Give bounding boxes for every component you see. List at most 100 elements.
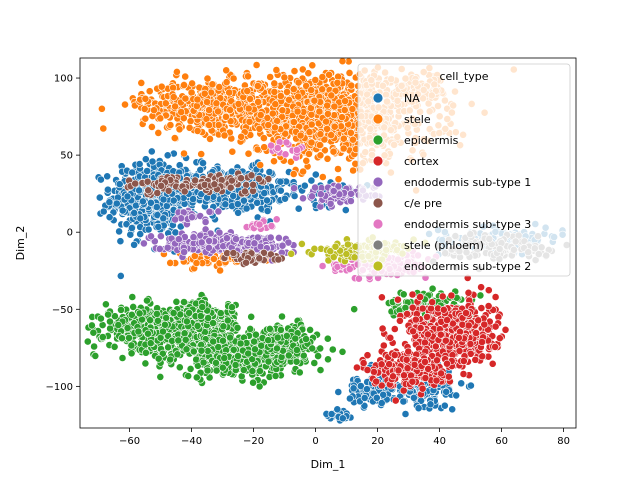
data-point: [318, 73, 327, 81]
data-point: [307, 120, 316, 129]
data-point: [276, 186, 285, 195]
data-point: [180, 81, 188, 89]
data-point: [203, 74, 212, 83]
data-point: [264, 336, 273, 345]
data-point: [153, 316, 162, 325]
data-point: [416, 293, 424, 301]
data-point: [253, 145, 262, 154]
data-point: [329, 147, 338, 156]
data-point: [212, 99, 221, 108]
data-point: [192, 373, 201, 382]
data-point: [141, 114, 150, 123]
data-point: [346, 128, 355, 137]
data-point: [146, 339, 155, 348]
data-point: [484, 302, 493, 310]
data-point: [426, 400, 435, 409]
data-point: [270, 79, 279, 88]
data-point: [249, 378, 257, 387]
data-point: [340, 106, 349, 114]
data-point: [338, 57, 347, 66]
data-point: [452, 391, 461, 400]
data-point: [203, 98, 211, 106]
data-point: [185, 308, 193, 317]
data-point: [198, 303, 207, 311]
data-point: [160, 320, 169, 329]
data-point: [276, 92, 285, 100]
data-point: [229, 74, 238, 83]
data-point: [106, 324, 114, 333]
data-point: [338, 113, 346, 122]
data-point: [116, 237, 125, 246]
data-point: [209, 319, 217, 327]
data-point: [102, 300, 110, 309]
data-point: [175, 363, 184, 372]
data-point: [280, 73, 289, 82]
data-point: [164, 343, 172, 352]
data-point: [438, 292, 447, 301]
data-point: [264, 121, 273, 129]
data-point: [162, 202, 171, 210]
data-point: [118, 206, 127, 215]
data-point: [115, 227, 123, 236]
data-point: [99, 124, 108, 133]
data-point: [379, 390, 388, 399]
data-point: [181, 72, 190, 81]
data-point: [150, 106, 158, 115]
data-point: [193, 321, 202, 330]
data-point: [135, 160, 144, 168]
data-point: [345, 394, 354, 403]
data-point: [443, 316, 451, 324]
data-point: [327, 410, 336, 418]
data-point: [334, 175, 343, 184]
data-point: [255, 124, 264, 133]
data-point: [259, 134, 268, 142]
data-point: [127, 224, 136, 232]
data-point: [260, 143, 269, 152]
data-point: [196, 312, 205, 320]
data-point: [293, 107, 302, 116]
data-point: [253, 198, 261, 207]
data-point: [154, 354, 163, 363]
data-point: [98, 104, 106, 113]
data-point: [231, 361, 240, 369]
data-point: [228, 303, 236, 312]
data-point: [141, 359, 150, 368]
data-point: [325, 70, 333, 79]
data-point: [377, 293, 386, 302]
data-point: [130, 240, 138, 249]
data-point: [225, 88, 234, 97]
data-point: [292, 346, 301, 354]
data-point: [423, 330, 432, 339]
data-point: [89, 328, 98, 337]
data-point: [176, 310, 185, 319]
data-point: [308, 344, 317, 353]
data-point: [184, 372, 193, 380]
data-point: [442, 387, 451, 396]
data-point: [234, 208, 242, 217]
data-point: [291, 334, 300, 343]
data-point: [91, 351, 100, 360]
data-point: [222, 66, 231, 75]
data-point: [484, 286, 493, 295]
data-point: [390, 325, 399, 333]
data-point: [310, 359, 319, 367]
data-point: [147, 147, 156, 156]
data-point: [324, 355, 332, 364]
data-point: [333, 78, 342, 87]
data-point: [220, 131, 229, 140]
data-point: [310, 96, 319, 105]
data-point: [214, 343, 223, 351]
data-point: [141, 155, 150, 164]
data-point: [311, 170, 320, 179]
data-point: [378, 324, 387, 333]
data-point: [186, 117, 195, 126]
data-point: [408, 303, 417, 312]
data-point: [214, 107, 222, 116]
data-point: [491, 293, 500, 301]
data-point: [403, 309, 411, 318]
data-point: [282, 331, 291, 340]
data-point: [302, 156, 311, 165]
data-point: [307, 86, 316, 94]
data-point: [159, 195, 168, 204]
data-point: [290, 192, 299, 200]
